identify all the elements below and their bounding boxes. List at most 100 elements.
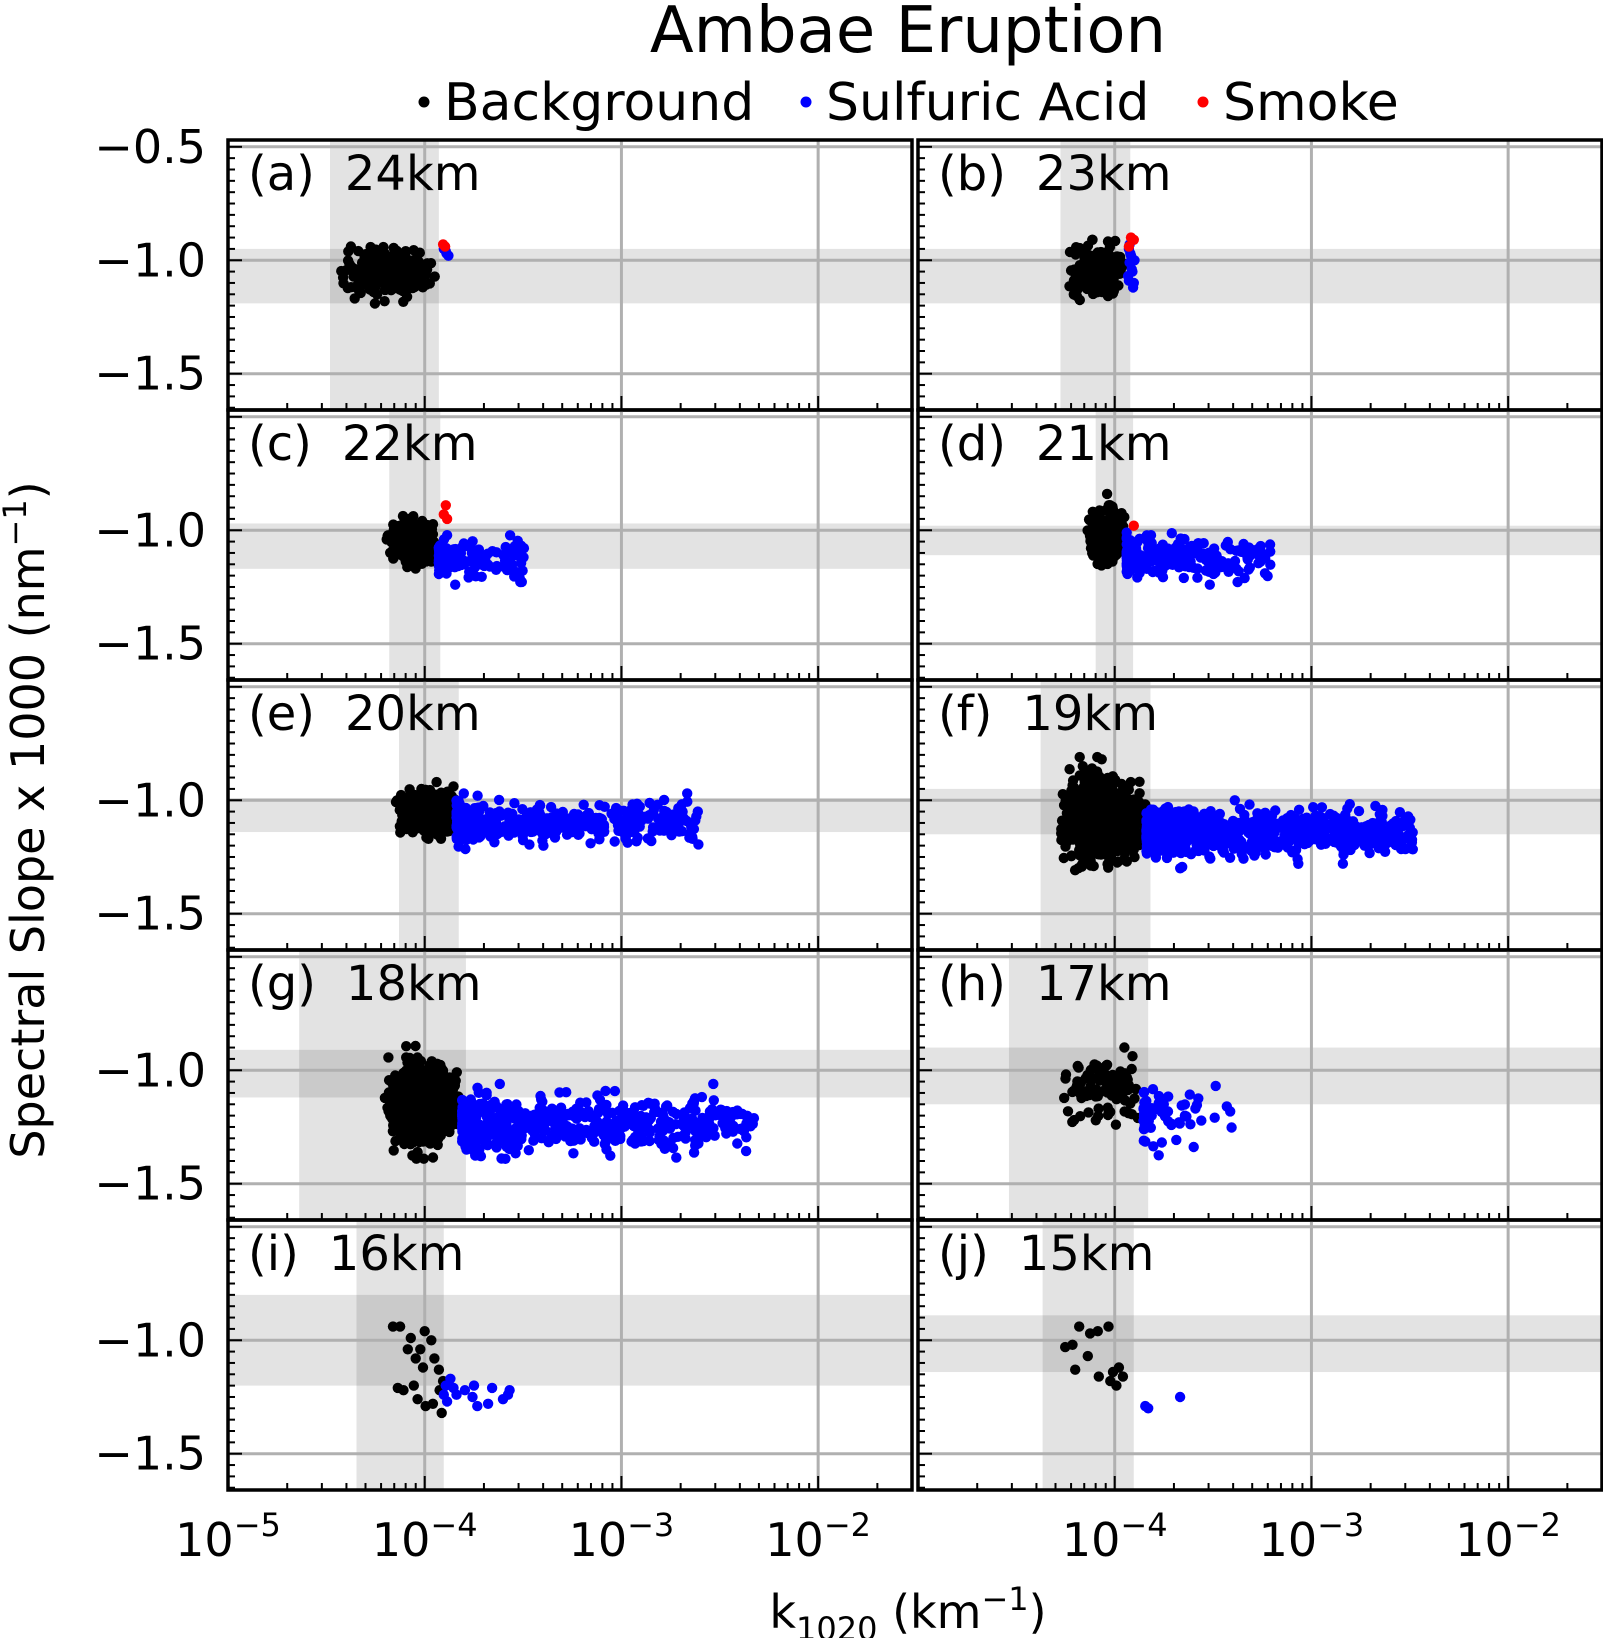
background-point [413,256,424,267]
background-point [418,816,429,827]
panel-altitude: 20km [345,686,481,742]
background-point [401,291,413,302]
background-point [369,245,381,256]
sulfuric-acid-point [1316,802,1328,813]
sulfuric-acid-point [646,835,657,847]
sulfuric-acid-point [489,837,500,848]
background-point [1112,856,1124,867]
sulfuric-acid-point [1168,814,1179,825]
legend-label-smoke: Smoke [1223,73,1399,133]
background-point [403,540,414,551]
background-point [414,558,425,569]
background-point [421,1132,433,1144]
background-point [1099,266,1110,277]
background-point [1060,819,1071,830]
sulfuric-acid-point [599,801,610,812]
smoke-point [1123,241,1135,252]
sulfuric-acid-point [512,535,523,546]
background-point [1089,804,1100,815]
background-point [434,1120,446,1132]
panel-d: (d) 21km [916,408,1603,682]
sulfuric-acid-point [1328,836,1340,848]
panel-altitude: 19km [1022,686,1158,742]
background-point [1074,770,1086,781]
background-point [1104,837,1116,848]
sulfuric-acid-point [1141,808,1152,819]
sulfuric-acid-point [671,1152,682,1163]
background-point [415,264,427,275]
background-point [348,271,359,282]
background-point [1087,789,1099,801]
sulfuric-acid-point [647,808,659,819]
sulfuric-acid-point [1265,831,1277,842]
sulfuric-acid-point [578,799,589,810]
background-point [429,791,440,803]
panel-label: (c) 22km [248,416,477,472]
background-point [437,791,448,802]
sulfuric-acid-point [1132,536,1143,548]
sulfuric-acid-point [1205,806,1216,817]
sulfuric-acid-point [676,826,688,837]
background-point [388,524,400,536]
background-point [397,250,408,261]
panel-altitude: 24km [345,146,481,202]
sulfuric-acid-point [692,806,703,817]
background-point [441,826,453,837]
background-point [338,278,349,289]
background-point [1077,761,1089,772]
background-point [343,246,354,257]
background-point [1098,524,1110,535]
sulfuric-acid-point [510,566,522,578]
sulfuric-acid-point [1394,807,1406,818]
sulfuric-acid-point [618,817,629,828]
sulfuric-acid-point [1259,568,1271,579]
background-point [412,1095,424,1106]
sulfuric-acid-point [596,822,607,834]
background-point [1134,797,1145,808]
panel-altitude: 22km [342,416,478,472]
sulfuric-acid-point [549,832,561,843]
sulfuric-acid-point [1157,547,1168,558]
sulfuric-acid-point [1283,836,1295,847]
sulfuric-acid-point [1249,850,1260,861]
panel-g: (g) 18km [226,948,914,1222]
sulfuric-acid-point [616,826,627,837]
background-point [1077,248,1089,259]
background-point [1115,845,1127,856]
background-point [435,807,446,819]
background-point [1075,786,1087,797]
sulfuric-acid-point [1353,805,1365,817]
background-point [395,276,406,287]
panel-label: (f) 19km [938,686,1158,742]
sulfuric-acid-point [1128,277,1140,289]
background-point [364,284,375,295]
panel-tag: (b) [938,146,1006,202]
panel-tag: (e) [248,686,315,742]
sulfuric-acid-point [458,788,469,799]
sulfuric-acid-point [1193,812,1204,823]
background-point [430,1093,441,1104]
sulfuric-acid-point [1288,828,1300,840]
background-point [1094,277,1105,289]
background-point [336,265,347,277]
background-point [439,1108,451,1119]
sulfuric-acid-point [501,564,513,576]
sulfuric-acid-point [1255,540,1266,552]
sulfuric-acid-point [595,813,607,824]
background-point [1128,825,1140,836]
sulfuric-acid-point [609,1085,621,1097]
sulfuric-acid-point [441,530,453,541]
panel-tag: (a) [248,146,315,202]
sulfuric-acid-point [1398,816,1410,828]
background-point [427,1152,439,1163]
sulfuric-acid-point [1308,802,1319,813]
sulfuric-acid-point [508,550,519,561]
sulfuric-acid-point [690,815,701,826]
sulfuric-acid-point [1238,853,1249,864]
sulfuric-acid-point [1239,572,1250,584]
sulfuric-acid-point [1310,810,1322,821]
sulfuric-acid-point [684,830,696,842]
panel-b: (b) 23km [916,138,1603,412]
sulfuric-acid-point [1370,800,1381,812]
background-point [431,776,442,788]
